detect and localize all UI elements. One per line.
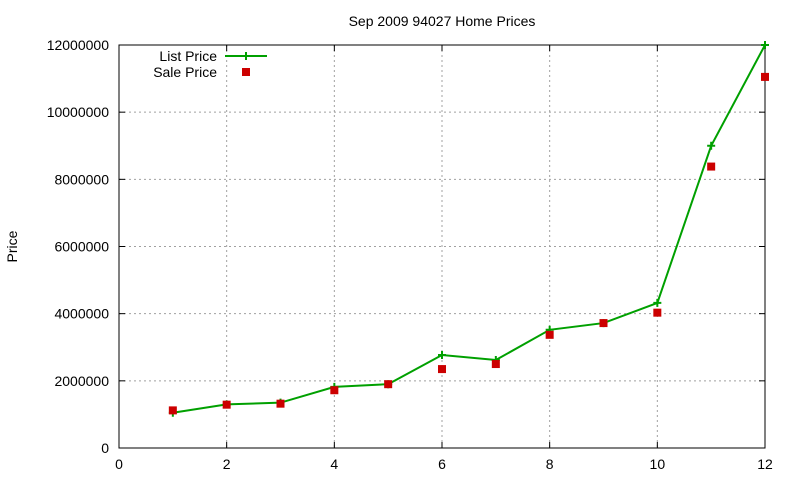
y-tick-label: 0 [101, 440, 109, 456]
series-line [172, 44, 766, 414]
y-axis-ticks: 0 2000000 4000000 6000000 8000000 10000000 120… [47, 37, 765, 456]
square-marker [222, 400, 231, 409]
legend-label: List Price [159, 48, 217, 64]
data-series [168, 41, 769, 417]
x-tick-label: 4 [330, 456, 338, 472]
plus-marker [438, 350, 446, 359]
y-axis-label: Price [4, 230, 20, 262]
x-tick-label: 10 [650, 456, 666, 472]
x-tick-label: 12 [757, 456, 773, 472]
legend-square-swatch [242, 68, 250, 76]
square-marker [276, 399, 285, 408]
plus-marker [653, 298, 662, 307]
legend-plus-swatch [242, 52, 250, 60]
legend-label: Sale Price [153, 64, 217, 80]
x-tick-label: 2 [223, 456, 231, 472]
square-marker [707, 162, 716, 171]
square-marker [653, 308, 662, 317]
square-marker [168, 406, 177, 415]
x-axis-ticks: 0 2 4 6 8 10 12 [115, 45, 773, 472]
y-tick-label: 10000000 [47, 104, 110, 120]
x-tick-label: 6 [438, 456, 446, 472]
y-tick-label: 4000000 [54, 306, 109, 322]
series-sale-price [168, 72, 769, 415]
square-marker [384, 380, 393, 389]
series-list-price [168, 41, 769, 417]
square-marker [761, 72, 769, 81]
y-tick-label: 6000000 [54, 239, 109, 255]
y-tick-label: 2000000 [54, 373, 109, 389]
square-marker [599, 319, 608, 328]
square-marker [491, 360, 500, 369]
square-marker [438, 365, 446, 374]
grid [119, 45, 765, 448]
plus-marker [707, 141, 716, 150]
y-tick-label: 12000000 [47, 37, 110, 53]
chart-title: Sep 2009 94027 Home Prices [349, 13, 536, 29]
square-marker [330, 386, 339, 395]
square-marker [545, 330, 554, 339]
x-tick-label: 8 [546, 456, 554, 472]
y-tick-label: 8000000 [54, 171, 109, 187]
x-tick-label: 0 [115, 456, 123, 472]
plus-marker [761, 41, 769, 49]
